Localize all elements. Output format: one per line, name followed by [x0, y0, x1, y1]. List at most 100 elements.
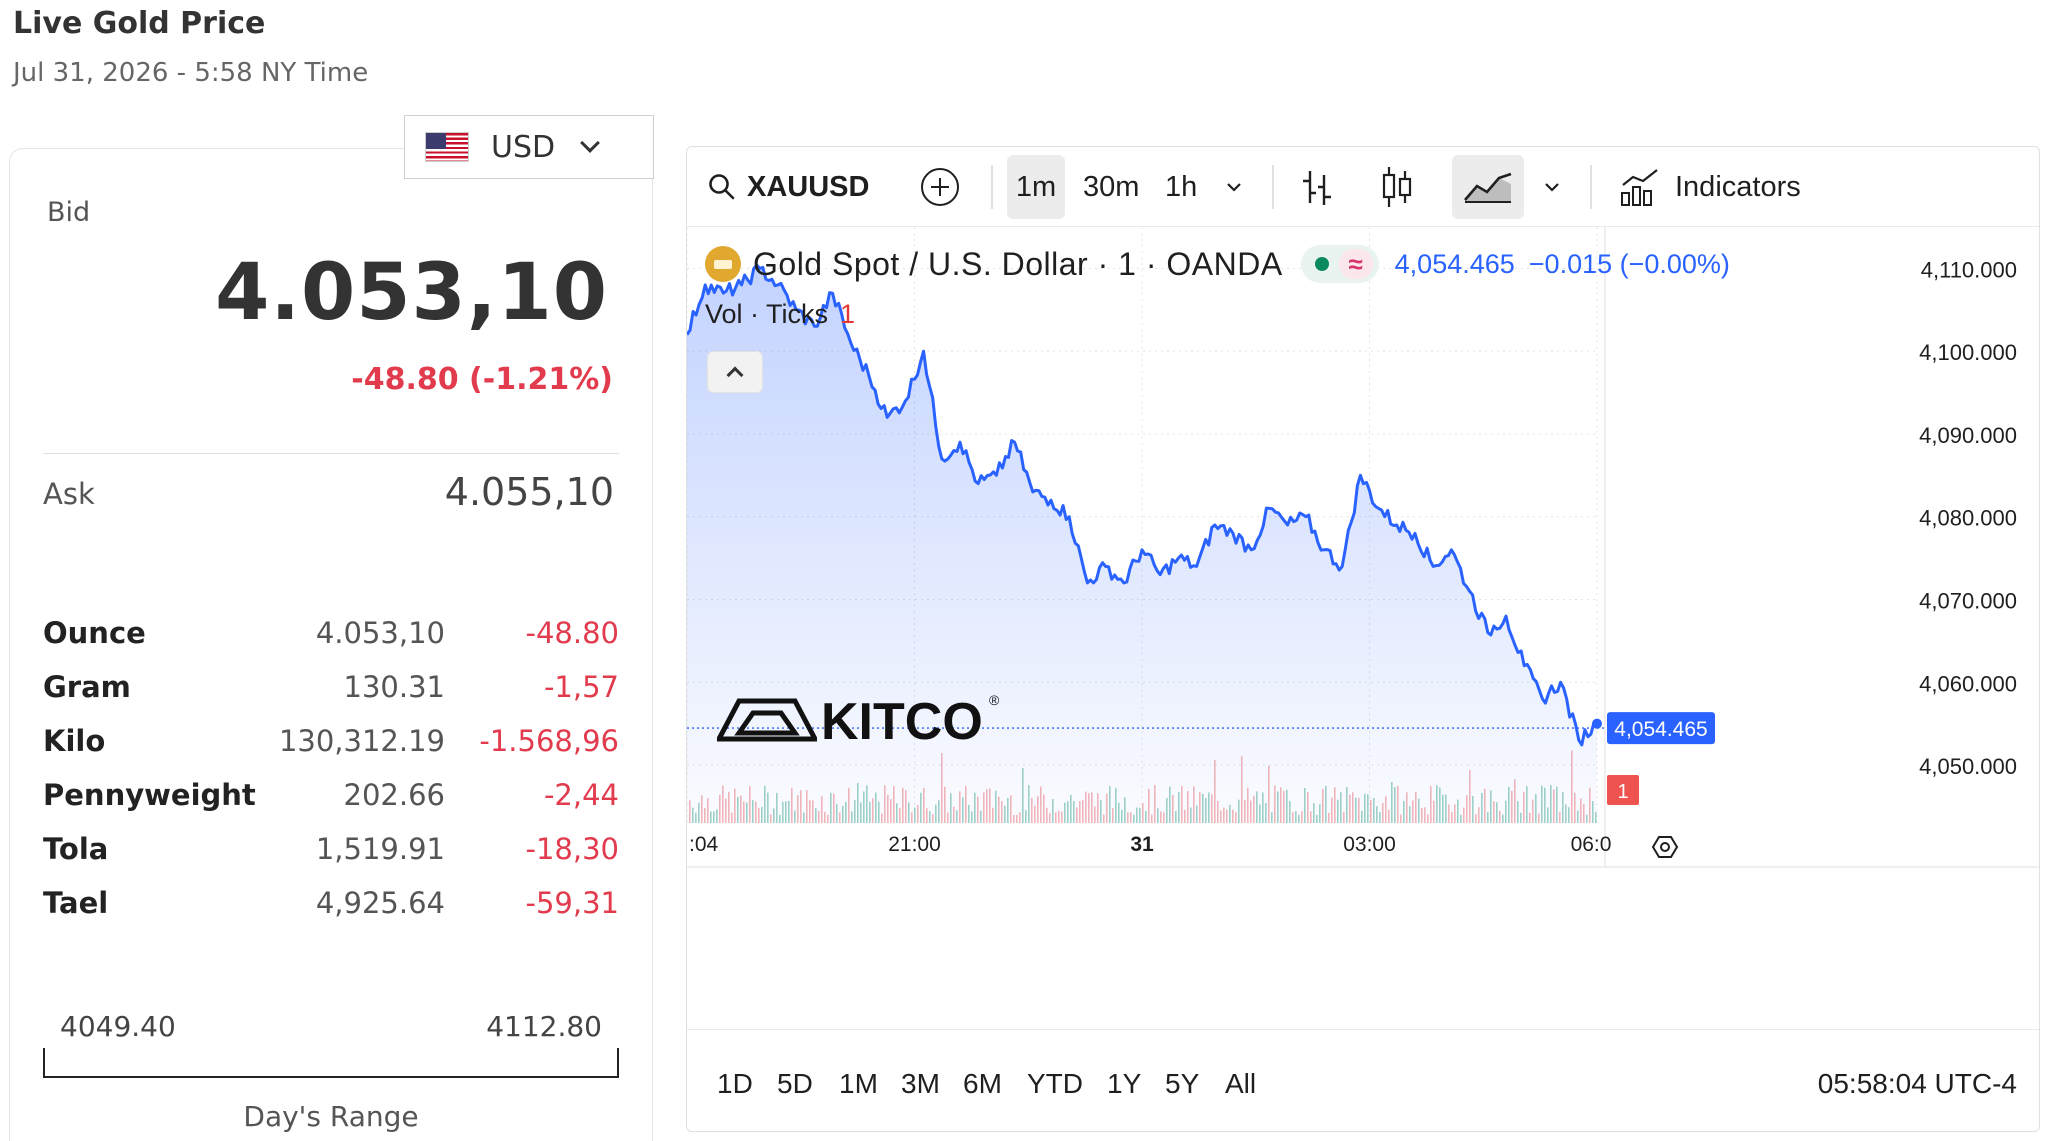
- price-panel: [9, 148, 653, 1141]
- range-5d[interactable]: 5D: [777, 1068, 813, 1099]
- volume-value: 1: [840, 299, 856, 329]
- last-price-dot: [1592, 718, 1602, 729]
- toolbar-separator: [1272, 165, 1274, 209]
- x-tick-label: 03:00: [1343, 833, 1396, 856]
- y-tick-label: 4,080.000: [1919, 506, 2017, 531]
- area-style-button[interactable]: [1452, 155, 1524, 219]
- bid-change: -48.80 (-1.21%): [351, 362, 613, 397]
- ask-label: Ask: [43, 477, 95, 511]
- chart-settings-icon[interactable]: [1651, 836, 1679, 858]
- volume-tag: [1607, 775, 1639, 805]
- x-tick-label: 21:00: [888, 833, 941, 856]
- unit-price-table: Ounce 4.053,10 -48.80 Gram 130.31 -1,57 …: [43, 606, 619, 930]
- toolbar-separator: [1590, 165, 1592, 209]
- symbol-description: Gold Spot / U.S. Dollar · 1 · OANDA: [753, 245, 1283, 282]
- unit-row-ounce: Ounce 4.053,10 -48.80: [43, 606, 619, 660]
- chevron-down-icon: [1227, 183, 1241, 192]
- y-tick-label: 4,060.000: [1919, 671, 2017, 696]
- kitco-watermark: KITCO ®: [717, 692, 1000, 751]
- unit-change: -18,30: [525, 832, 620, 866]
- unit-change: -1,57: [543, 670, 619, 704]
- page-timestamp: Jul 31, 2026 - 5:58 NY Time: [13, 58, 369, 88]
- page-title: Live Gold Price: [13, 6, 266, 41]
- range-1y[interactable]: 1Y: [1107, 1068, 1142, 1099]
- unit-name: Pennyweight: [43, 778, 256, 812]
- x-tick-label: 06:0: [1571, 833, 1612, 856]
- chart-type-dropdown[interactable]: [1541, 155, 1563, 219]
- unit-row-tael: Tael 4,925.64 -59,31: [43, 876, 619, 930]
- unit-price: 130,312.19: [278, 724, 445, 758]
- range-low: 4049.40: [60, 1010, 176, 1043]
- gold-bar-icon: [705, 246, 741, 282]
- us-flag-icon: [425, 132, 469, 162]
- market-status[interactable]: ≈: [1300, 245, 1379, 283]
- range-5y[interactable]: 5Y: [1165, 1068, 1200, 1099]
- delayed-data-icon: ≈: [1338, 249, 1373, 279]
- last-price-tag: [1607, 712, 1715, 745]
- compare-button[interactable]: [919, 155, 961, 219]
- last-price-tag-label: 4,054.465: [1614, 718, 1707, 741]
- unit-name: Gram: [43, 670, 131, 704]
- unit-change: -1.568,96: [479, 724, 619, 758]
- price-chart[interactable]: 4,110.000 4,100.000 4,090.000 4,080.000 4,07…: [687, 227, 2040, 987]
- unit-change: -59,31: [525, 886, 620, 920]
- ask-price: 4.055,10: [444, 470, 614, 514]
- y-tick-label: 4,110.000: [1921, 257, 2017, 282]
- currency-selector[interactable]: USD: [404, 115, 654, 179]
- unit-row-kilo: Kilo 130,312.19 -1.568,96: [43, 714, 619, 768]
- symbol-search[interactable]: XAUUSD: [707, 155, 869, 219]
- timeframe-bar: 1D 5D 1M 3M 6M YTD 1Y 5Y All 05:58:04 UT…: [687, 1029, 2039, 1131]
- symbol-label: XAUUSD: [747, 170, 870, 203]
- currency-label: USD: [491, 129, 556, 165]
- market-open-icon: [1314, 257, 1329, 271]
- range-6m[interactable]: 6M: [963, 1068, 1002, 1099]
- kitco-logo-icon: [717, 698, 817, 742]
- chart-axes: 4,110.000 4,100.000 4,090.000 4,080.000 4,07…: [687, 227, 2039, 868]
- unit-change: -2,44: [543, 778, 619, 812]
- interval-30m[interactable]: 30m: [1083, 170, 1140, 203]
- unit-row-tola: Tola 1,519.91 -18,30: [43, 822, 619, 876]
- unit-price: 202.66: [343, 778, 445, 812]
- bid-label: Bid: [47, 197, 91, 228]
- unit-name: Tael: [43, 886, 109, 920]
- volume-tag-label: 1: [1617, 781, 1628, 803]
- unit-price: 1,519.91: [315, 832, 445, 866]
- price-line: [687, 263, 1598, 747]
- interval-dropdown[interactable]: [1223, 155, 1245, 219]
- candlestick-icon: [1382, 167, 1412, 207]
- kitco-wordmark: KITCO: [821, 693, 983, 751]
- range-1d[interactable]: 1D: [717, 1068, 753, 1099]
- y-tick-label: 4,070.000: [1919, 589, 2017, 614]
- search-icon: [709, 174, 735, 200]
- indicators-button[interactable]: Indicators: [1619, 155, 1801, 219]
- interval-1m[interactable]: 1m: [1007, 155, 1065, 219]
- x-tick-label: :04: [689, 833, 719, 856]
- area-chart-icon: [1464, 172, 1512, 203]
- unit-price: 130.31: [343, 670, 445, 704]
- interval-1h[interactable]: 1h: [1165, 170, 1198, 203]
- y-tick-label: 4,090.000: [1919, 423, 2017, 448]
- collapse-legend-button[interactable]: [707, 351, 763, 393]
- registered-mark: ®: [989, 692, 1000, 708]
- legend-change: −0.015 (−0.00%): [1528, 248, 1730, 279]
- unit-name: Tola: [43, 832, 109, 866]
- plus-circle-icon: [921, 168, 959, 206]
- bars-style-button[interactable]: [1299, 155, 1335, 219]
- candles-style-button[interactable]: [1379, 155, 1415, 219]
- divider: [43, 453, 619, 454]
- chart-widget: XAUUSD 1m 30m 1h: [686, 146, 2040, 1132]
- range-ytd[interactable]: YTD: [1027, 1068, 1083, 1099]
- toolbar-separator: [991, 165, 993, 209]
- unit-price: 4,925.64: [315, 886, 445, 920]
- range-all[interactable]: All: [1225, 1068, 1257, 1099]
- volume-label: Vol · Ticks: [705, 299, 829, 329]
- unit-name: Ounce: [43, 616, 146, 650]
- unit-row-pennyweight: Pennyweight 202.66 -2,44: [43, 768, 619, 822]
- chevron-down-icon: [1545, 183, 1559, 192]
- chart-toolbar: XAUUSD 1m 30m 1h: [687, 147, 2039, 227]
- indicators-label: Indicators: [1675, 170, 1801, 203]
- range-1m[interactable]: 1M: [839, 1068, 878, 1099]
- range-3m[interactable]: 3M: [901, 1068, 940, 1099]
- y-tick-label: 4,100.000: [1919, 340, 2017, 365]
- legend-last-price: 4,054.465: [1394, 248, 1515, 279]
